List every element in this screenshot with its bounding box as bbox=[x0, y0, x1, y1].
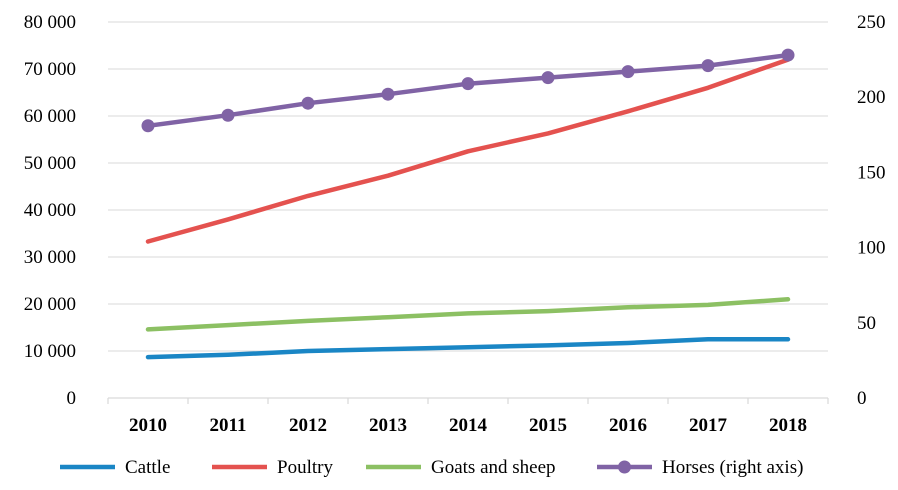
series-line-goats-and-sheep bbox=[145, 297, 791, 332]
legend-label: Cattle bbox=[125, 457, 170, 478]
left-axis-tick-label: 50 000 bbox=[24, 153, 76, 174]
x-axis-tick-label: 2012 bbox=[289, 415, 327, 436]
left-axis-tick-label: 0 bbox=[67, 388, 77, 409]
x-axis-tick-label: 2010 bbox=[129, 415, 167, 436]
right-axis-tick-label: 50 bbox=[857, 313, 876, 334]
gridlines bbox=[108, 21, 828, 352]
x-axis-tick-label: 2014 bbox=[449, 415, 488, 436]
data-point-horses-right-axis bbox=[781, 48, 795, 62]
data-point-horses-right-axis bbox=[621, 65, 635, 79]
data-point-horses-right-axis bbox=[461, 77, 475, 91]
right-axis-tick-label: 150 bbox=[857, 162, 886, 183]
right-axis-tick-label: 0 bbox=[857, 388, 867, 409]
legend: Cattle Poultry Goats and sheep Horses (righ… bbox=[60, 457, 803, 478]
series-lines bbox=[141, 48, 795, 360]
data-point-horses-right-axis bbox=[701, 59, 715, 73]
data-point-horses-right-axis bbox=[221, 108, 235, 122]
series-line-poultry bbox=[145, 57, 791, 244]
x-axis-tick-label: 2011 bbox=[210, 415, 247, 436]
series-line-cattle bbox=[145, 337, 791, 360]
right-axis-tick-label: 100 bbox=[857, 238, 886, 259]
legend-label: Horses (right axis) bbox=[662, 457, 803, 478]
data-point-horses-right-axis bbox=[541, 71, 555, 85]
data-point-horses-right-axis bbox=[301, 96, 315, 110]
left-axis-tick-label: 20 000 bbox=[24, 294, 76, 315]
x-axis-tick-label: 2017 bbox=[689, 415, 728, 436]
x-axis-ticks: 2010 2011 2012 2013 2014 2015 2016 2017 2018 bbox=[129, 415, 807, 436]
data-point-horses-right-axis bbox=[141, 119, 155, 133]
left-axis-tick-label: 40 000 bbox=[24, 200, 76, 221]
left-axis-tick-label: 70 000 bbox=[24, 59, 76, 80]
x-axis-tick-label: 2015 bbox=[529, 415, 567, 436]
right-axis-tick-label: 250 bbox=[857, 12, 886, 33]
left-axis-tick-label: 80 000 bbox=[24, 12, 76, 33]
x-axis-tick-label: 2013 bbox=[369, 415, 407, 436]
legend-label: Poultry bbox=[277, 457, 333, 478]
left-axis-tick-label: 30 000 bbox=[24, 247, 76, 268]
x-axis-tick-label: 2016 bbox=[609, 415, 647, 436]
left-axis-tick-label: 10 000 bbox=[24, 341, 76, 362]
data-point-horses-right-axis bbox=[381, 87, 395, 101]
legend-marker-horses-right-axis bbox=[618, 460, 631, 474]
left-axis-ticks: 0 10 000 20 000 30 000 40 000 50 000 60 000 70 … bbox=[24, 12, 76, 409]
right-axis-tick-label: 200 bbox=[857, 87, 886, 108]
legend-label: Goats and sheep bbox=[431, 457, 556, 478]
x-axis-tick-label: 2018 bbox=[769, 415, 807, 436]
axes bbox=[107, 397, 829, 404]
left-axis-tick-label: 60 000 bbox=[24, 106, 76, 127]
right-axis-ticks: 0 50 100 150 200 250 bbox=[857, 12, 886, 409]
